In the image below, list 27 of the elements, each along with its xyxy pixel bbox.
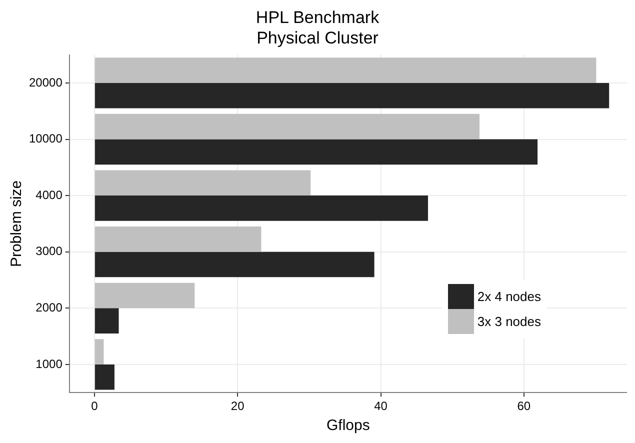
y-tick-label: 4000 — [36, 188, 63, 202]
x-tick-label: 60 — [517, 399, 531, 414]
y-tick-label: 10000 — [28, 132, 63, 146]
y-tick-label: 2000 — [36, 300, 63, 314]
bar — [94, 82, 610, 108]
bar — [94, 308, 119, 334]
bar — [94, 226, 262, 252]
bar — [94, 252, 374, 278]
y-axis-title: Problem size — [8, 180, 26, 268]
x-tick-label: 20 — [230, 399, 245, 414]
legend-label: 2x 4 nodes — [477, 289, 541, 304]
bar — [94, 170, 311, 196]
x-axis-title: Gflops — [326, 417, 370, 434]
legend-label: 3x 3 nodes — [477, 314, 541, 329]
bar — [94, 196, 428, 221]
y-tick-label: 1000 — [36, 356, 63, 371]
chart-title: HPL Benchmark Physical Cluster — [256, 8, 380, 48]
bar — [94, 364, 114, 390]
y-tick-label: 20000 — [28, 75, 63, 90]
y-tick-label: 3000 — [36, 244, 63, 258]
bar — [94, 58, 596, 83]
bar — [94, 114, 480, 140]
x-tick-label: 0 — [91, 399, 98, 414]
bar — [94, 339, 104, 364]
bar — [94, 139, 538, 165]
x-tick-label: 40 — [374, 399, 388, 414]
bar — [94, 282, 195, 308]
